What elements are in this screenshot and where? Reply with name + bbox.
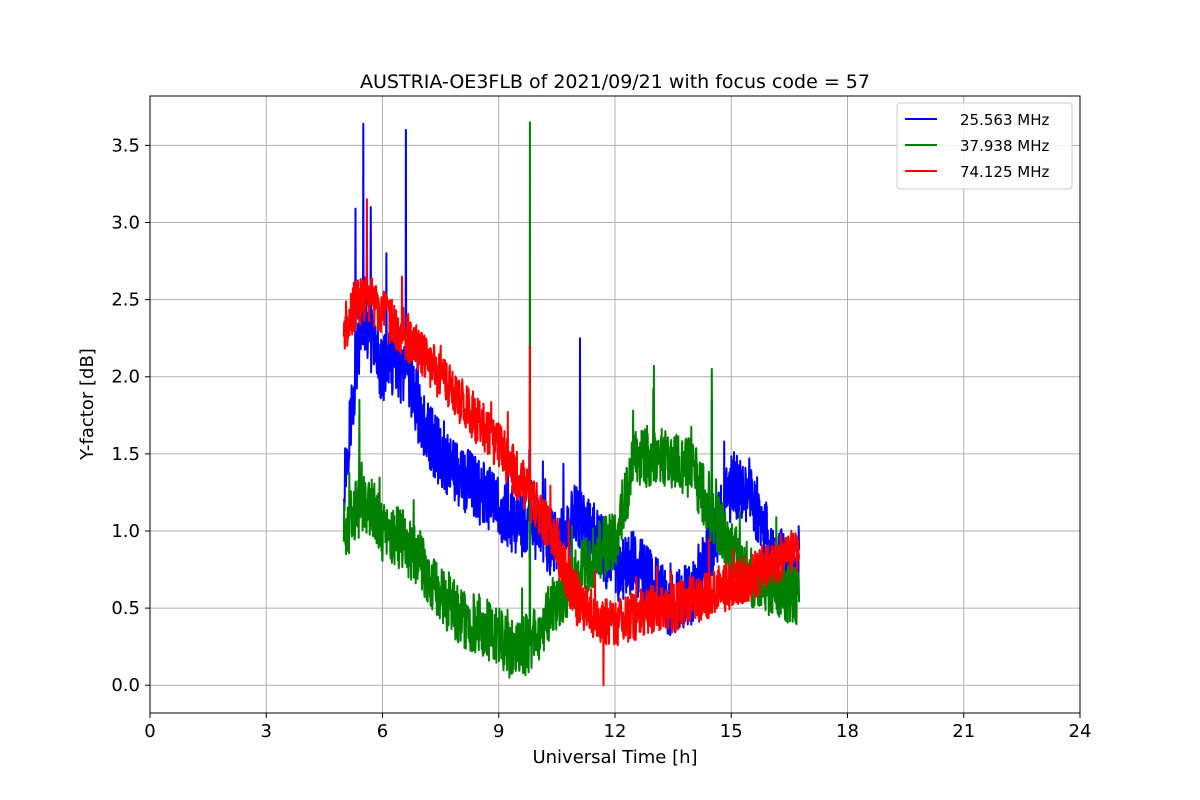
y-tick-label: 3.5: [111, 135, 140, 156]
x-tick-label: 0: [144, 721, 155, 742]
chart-title: AUSTRIA-OE3FLB of 2021/09/21 with focus …: [360, 71, 870, 93]
x-tick-label: 6: [377, 721, 388, 742]
series-line-3: [342, 198, 801, 687]
series-lines: [342, 121, 801, 687]
y-tick-label: 2.5: [111, 290, 140, 311]
y-tick-label: 0.5: [111, 598, 140, 619]
y-tick-label: 2.0: [111, 367, 140, 388]
grid-lines: [149, 96, 1081, 713]
y-tick-label: 0.0: [111, 675, 140, 696]
y-tick-label: 1.0: [111, 521, 140, 542]
x-axis-ticks: 0 3 6 9 12 15 18 21 24: [144, 713, 1091, 742]
legend-label: 25.563 MHz: [960, 111, 1049, 129]
y-tick-label: 3.0: [111, 212, 140, 233]
x-tick-label: 21: [952, 721, 975, 742]
y-tick-label: 1.5: [111, 444, 140, 465]
x-tick-label: 12: [604, 721, 627, 742]
legend-label: 37.938 MHz: [960, 137, 1049, 155]
x-tick-label: 15: [720, 721, 743, 742]
y-axis-ticks: 0.0 0.5 1.0 1.5 2.0 2.5 3.0 3.5: [111, 135, 150, 696]
legend-label: 74.125 MHz: [960, 163, 1049, 181]
legend-box: [896, 102, 1073, 190]
y-axis-label: Y-factor [dB]: [77, 348, 98, 461]
x-tick-label: 3: [261, 721, 272, 742]
x-axis-label: Universal Time [h]: [532, 747, 697, 768]
legend: 25.563 MHz 37.938 MHz 74.125 MHz: [896, 102, 1073, 190]
x-tick-label: 9: [493, 721, 504, 742]
x-tick-label: 24: [1069, 721, 1092, 742]
x-tick-label: 18: [836, 721, 859, 742]
